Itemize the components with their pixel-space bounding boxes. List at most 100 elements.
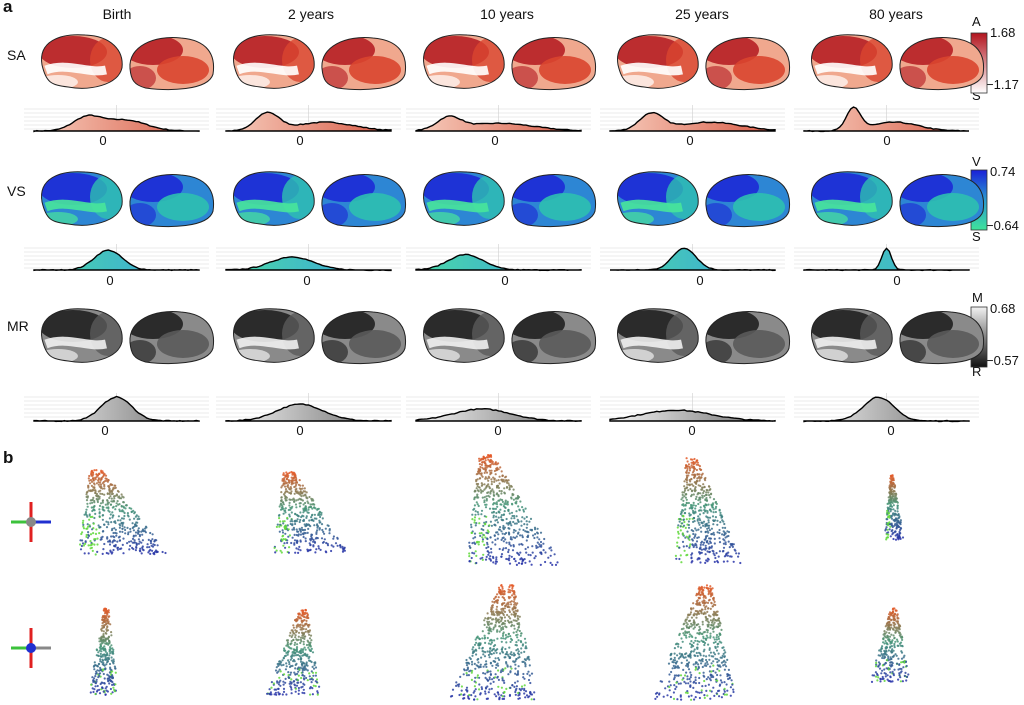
age-header-1: 2 years bbox=[288, 6, 334, 22]
brain-outline bbox=[129, 311, 215, 364]
brain-outline bbox=[321, 37, 407, 90]
density-curve bbox=[33, 114, 200, 133]
brain-lateral bbox=[41, 171, 123, 226]
brain-outline bbox=[511, 174, 597, 227]
brain-medial bbox=[899, 174, 984, 227]
brain-lateral bbox=[811, 34, 893, 89]
density-curve bbox=[609, 111, 776, 132]
age-header-3: 25 years bbox=[675, 6, 729, 22]
density-curve bbox=[609, 409, 776, 422]
zero-label: 0 bbox=[99, 133, 107, 148]
brain-medial bbox=[705, 37, 790, 90]
brain-medial bbox=[705, 311, 790, 364]
zero-label: 0 bbox=[491, 133, 499, 148]
brain-outline bbox=[423, 34, 505, 89]
brain-outline bbox=[899, 174, 985, 227]
brain-outline bbox=[705, 37, 791, 90]
zero-label: 0 bbox=[883, 133, 891, 148]
brain-outline bbox=[899, 37, 985, 90]
point-cloud bbox=[266, 608, 321, 696]
brain-outline bbox=[233, 171, 315, 226]
axes-front-icon bbox=[11, 628, 51, 668]
brain-lateral bbox=[41, 34, 123, 89]
row-label-mr: MR bbox=[7, 318, 29, 334]
brain-lateral bbox=[617, 308, 699, 363]
brain-lateral bbox=[233, 34, 315, 89]
brain-outline bbox=[321, 174, 407, 227]
brain-medial bbox=[321, 174, 406, 227]
brain-outline bbox=[811, 34, 893, 89]
brain-outline bbox=[41, 34, 123, 89]
brain-lateral bbox=[423, 34, 505, 89]
density-curve bbox=[415, 115, 582, 132]
brain-medial bbox=[129, 174, 214, 227]
zero-label: 0 bbox=[296, 133, 304, 148]
sa-colorbar-top-letter: A bbox=[972, 14, 981, 29]
brain-lateral bbox=[41, 308, 123, 363]
vs-colorbar-min: −0.64 bbox=[986, 218, 1019, 233]
brain-medial bbox=[129, 311, 214, 364]
brain-outline bbox=[617, 308, 699, 363]
brain-lateral bbox=[233, 171, 315, 226]
density-curve bbox=[415, 407, 582, 423]
brain-medial bbox=[705, 174, 790, 227]
panel-a-letter: a bbox=[3, 0, 13, 16]
vs-colorbar-top-letter: V bbox=[972, 154, 981, 169]
brain-outline bbox=[705, 174, 791, 227]
mr-colorbar-min: −0.57 bbox=[986, 353, 1019, 368]
point-cloud bbox=[468, 454, 559, 567]
brain-outline bbox=[129, 174, 215, 227]
brain-outline bbox=[233, 34, 315, 89]
point-cloud bbox=[273, 470, 346, 555]
age-header-2: 10 years bbox=[480, 6, 534, 22]
brain-medial bbox=[321, 37, 406, 90]
brain-outline bbox=[511, 37, 597, 90]
brain-outline bbox=[321, 311, 407, 364]
mr-colorbar-bottom-letter: R bbox=[972, 364, 982, 379]
sa-colorbar-bottom-letter: S bbox=[972, 88, 981, 103]
zero-label: 0 bbox=[501, 273, 509, 288]
brain-medial bbox=[511, 37, 596, 90]
vs-colorbar-max: 0.74 bbox=[990, 164, 1016, 179]
zero-label: 0 bbox=[686, 133, 694, 148]
brain-medial bbox=[511, 311, 596, 364]
point-cloud bbox=[654, 584, 735, 701]
brain-lateral bbox=[233, 308, 315, 363]
brain-medial bbox=[129, 37, 214, 90]
brain-outline bbox=[423, 171, 505, 226]
zero-label: 0 bbox=[101, 423, 109, 438]
zero-label: 0 bbox=[106, 273, 114, 288]
zero-label: 0 bbox=[887, 423, 895, 438]
mr-colorbar-top-letter: M bbox=[972, 290, 983, 305]
zero-label: 0 bbox=[696, 273, 704, 288]
point-cloud bbox=[79, 469, 167, 556]
brain-lateral bbox=[811, 171, 893, 226]
axes-side-icon bbox=[11, 502, 51, 542]
brain-outline bbox=[811, 171, 893, 226]
brain-outline bbox=[423, 308, 505, 363]
point-cloud bbox=[674, 457, 742, 565]
sa-colorbar-max: 1.68 bbox=[990, 25, 1016, 40]
mr-colorbar-max: 0.68 bbox=[990, 301, 1016, 316]
brain-medial bbox=[899, 37, 984, 90]
brain-lateral bbox=[811, 308, 893, 363]
panel-b-letter: b bbox=[3, 448, 14, 467]
brain-outline bbox=[617, 171, 699, 226]
brain-outline bbox=[811, 308, 893, 363]
brain-outline bbox=[41, 171, 123, 226]
brain-lateral bbox=[423, 171, 505, 226]
brain-outline bbox=[617, 34, 699, 89]
brain-outline bbox=[129, 37, 215, 90]
brain-medial bbox=[321, 311, 406, 364]
row-label-vs: VS bbox=[7, 183, 26, 199]
zero-label: 0 bbox=[494, 423, 502, 438]
density-curve bbox=[225, 403, 392, 422]
brain-medial bbox=[511, 174, 596, 227]
brain-lateral bbox=[617, 34, 699, 89]
brain-outline bbox=[41, 308, 123, 363]
zero-label: 0 bbox=[688, 423, 696, 438]
point-cloud bbox=[884, 474, 905, 541]
sa-colorbar-min: −1.17 bbox=[986, 77, 1019, 92]
age-header-4: 80 years bbox=[869, 6, 923, 22]
